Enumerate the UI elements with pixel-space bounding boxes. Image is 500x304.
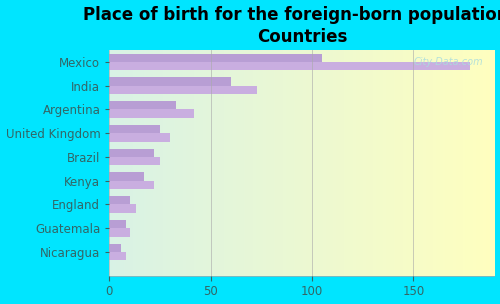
Bar	[110, 172, 144, 181]
Bar	[110, 244, 122, 252]
Bar	[110, 228, 130, 237]
Bar	[110, 62, 470, 70]
Bar	[110, 252, 126, 260]
Text: City-Data.com: City-Data.com	[414, 57, 483, 67]
Bar	[110, 109, 194, 118]
Bar	[110, 205, 136, 213]
Bar	[110, 157, 160, 165]
Bar	[110, 149, 154, 157]
Bar	[110, 101, 176, 109]
Bar	[110, 181, 154, 189]
Bar	[110, 196, 130, 205]
Bar	[110, 220, 126, 228]
Bar	[110, 54, 322, 62]
Bar	[110, 86, 258, 94]
Title: Place of birth for the foreign-born population -
Countries: Place of birth for the foreign-born popu…	[83, 5, 500, 46]
Bar	[110, 78, 231, 86]
Bar	[110, 133, 170, 142]
Bar	[110, 125, 160, 133]
